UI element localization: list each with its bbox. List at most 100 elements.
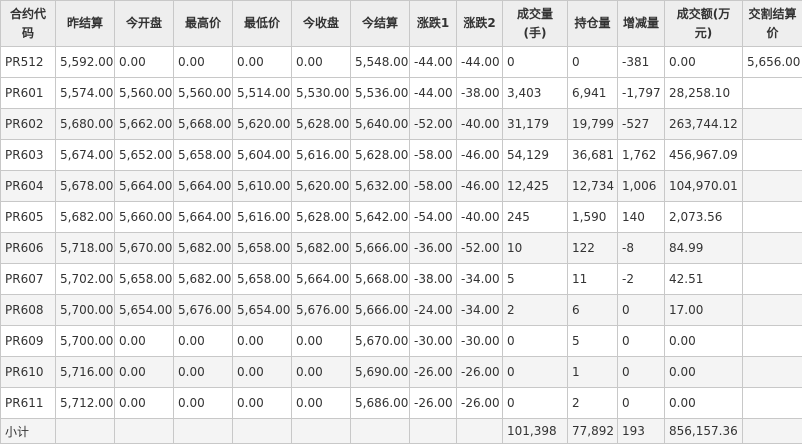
table-cell: 456,967.09 xyxy=(664,139,743,171)
column-header: 合约代码 xyxy=(0,0,56,47)
subtotal-cell xyxy=(456,418,503,444)
table-cell: 5,654.00 xyxy=(232,294,292,326)
table-cell: 0.00 xyxy=(664,356,743,388)
table-cell: 5,716.00 xyxy=(55,356,115,388)
table-cell: 0.00 xyxy=(173,387,233,419)
table-cell xyxy=(742,263,802,295)
table-cell: 0.00 xyxy=(291,356,351,388)
table-cell: 5,664.00 xyxy=(291,263,351,295)
table-cell: -2 xyxy=(617,263,665,295)
table-cell: 5,628.00 xyxy=(291,108,351,140)
table-cell: 0.00 xyxy=(173,46,233,78)
table-cell: 5,682.00 xyxy=(291,232,351,264)
table-cell: -54.00 xyxy=(409,201,457,233)
table-cell: -26.00 xyxy=(456,356,503,388)
table-cell: -8 xyxy=(617,232,665,264)
table-cell: 122 xyxy=(567,232,618,264)
table-cell xyxy=(742,325,802,357)
table-cell: 5,670.00 xyxy=(350,325,410,357)
table-cell: 0.00 xyxy=(114,387,174,419)
table-cell: 0 xyxy=(502,387,568,419)
table-cell: 1,762 xyxy=(617,139,665,171)
table-cell: 19,799 xyxy=(567,108,618,140)
table-cell: 5 xyxy=(567,325,618,357)
table-cell: 5,530.00 xyxy=(291,77,351,109)
subtotal-cell xyxy=(742,418,802,444)
table-cell: 5,702.00 xyxy=(55,263,115,295)
table-cell: 5,682.00 xyxy=(173,263,233,295)
table-cell: -26.00 xyxy=(409,387,457,419)
table-cell: 5,560.00 xyxy=(173,77,233,109)
table-cell: 5,664.00 xyxy=(173,170,233,202)
table-cell: 5,658.00 xyxy=(232,263,292,295)
table-cell: PR611 xyxy=(0,387,56,419)
table-cell: 5,680.00 xyxy=(55,108,115,140)
table-cell: -52.00 xyxy=(409,108,457,140)
table-cell: 17.00 xyxy=(664,294,743,326)
table-cell: 5,718.00 xyxy=(55,232,115,264)
table-cell: -44.00 xyxy=(409,46,457,78)
subtotal-cell: 856,157.36 xyxy=(664,418,743,444)
table-cell: 12,425 xyxy=(502,170,568,202)
table-cell xyxy=(742,108,802,140)
table-cell xyxy=(742,77,802,109)
table-cell: 5,682.00 xyxy=(55,201,115,233)
table-cell: 54,129 xyxy=(502,139,568,171)
table-cell: 5,662.00 xyxy=(114,108,174,140)
column-header: 今结算 xyxy=(350,0,410,47)
table-cell: 5,654.00 xyxy=(114,294,174,326)
table-cell: 263,744.12 xyxy=(664,108,743,140)
table-cell: 5,604.00 xyxy=(232,139,292,171)
table-cell: 5,536.00 xyxy=(350,77,410,109)
table-cell: 5,668.00 xyxy=(173,108,233,140)
table-cell: 0.00 xyxy=(291,46,351,78)
table-cell: 42.51 xyxy=(664,263,743,295)
table-cell: -44.00 xyxy=(456,46,503,78)
table-cell: 10 xyxy=(502,232,568,264)
table-cell xyxy=(742,294,802,326)
table-cell: 0 xyxy=(502,46,568,78)
table-cell: PR609 xyxy=(0,325,56,357)
column-header: 成交量(手) xyxy=(502,0,568,47)
table-cell: -38.00 xyxy=(409,263,457,295)
table-cell: PR605 xyxy=(0,201,56,233)
table-cell: 5,652.00 xyxy=(114,139,174,171)
table-cell: 1,006 xyxy=(617,170,665,202)
table-row: PR602 5,680.00 5,662.00 5,668.00 5,620.00 5,6… xyxy=(0,108,802,140)
subtotal-row: 小计 101,398 77,892 193 856,157.36 xyxy=(0,418,802,444)
table-cell: 5,548.00 xyxy=(350,46,410,78)
table-cell xyxy=(742,387,802,419)
table-cell: 5,620.00 xyxy=(232,108,292,140)
table-cell: 5,682.00 xyxy=(173,232,233,264)
table-cell: 5,642.00 xyxy=(350,201,410,233)
table-cell: 5,574.00 xyxy=(55,77,115,109)
table-cell: 5,674.00 xyxy=(55,139,115,171)
table-cell: 5,666.00 xyxy=(350,232,410,264)
table-cell: 0.00 xyxy=(114,46,174,78)
table-cell: 0 xyxy=(567,46,618,78)
table-cell: -1,797 xyxy=(617,77,665,109)
table-row: PR512 5,592.00 0.00 0.00 0.00 0.00 5,548.00 -44… xyxy=(0,46,802,78)
column-header: 最低价 xyxy=(232,0,292,47)
table-cell: 0.00 xyxy=(232,356,292,388)
table-cell: 5,700.00 xyxy=(55,294,115,326)
table-cell: -26.00 xyxy=(456,387,503,419)
table-cell: PR607 xyxy=(0,263,56,295)
subtotal-cell xyxy=(55,418,115,444)
table-cell: 5,700.00 xyxy=(55,325,115,357)
table-cell: 5,666.00 xyxy=(350,294,410,326)
column-header: 昨结算 xyxy=(55,0,115,47)
table-row: PR606 5,718.00 5,670.00 5,682.00 5,658.00 5,6… xyxy=(0,232,802,264)
table-cell: PR604 xyxy=(0,170,56,202)
table-cell: -24.00 xyxy=(409,294,457,326)
column-header: 涨跌1 xyxy=(409,0,457,47)
table-cell: 0.00 xyxy=(114,325,174,357)
table-row: PR603 5,674.00 5,652.00 5,658.00 5,604.00 5,6… xyxy=(0,139,802,171)
table-cell: 0 xyxy=(502,325,568,357)
table-cell: 0 xyxy=(617,294,665,326)
table-cell: 0.00 xyxy=(291,325,351,357)
table-cell: 5,658.00 xyxy=(232,232,292,264)
table-row: PR605 5,682.00 5,660.00 5,664.00 5,616.00 5,6… xyxy=(0,201,802,233)
column-header: 今开盘 xyxy=(114,0,174,47)
table-cell: -34.00 xyxy=(456,263,503,295)
